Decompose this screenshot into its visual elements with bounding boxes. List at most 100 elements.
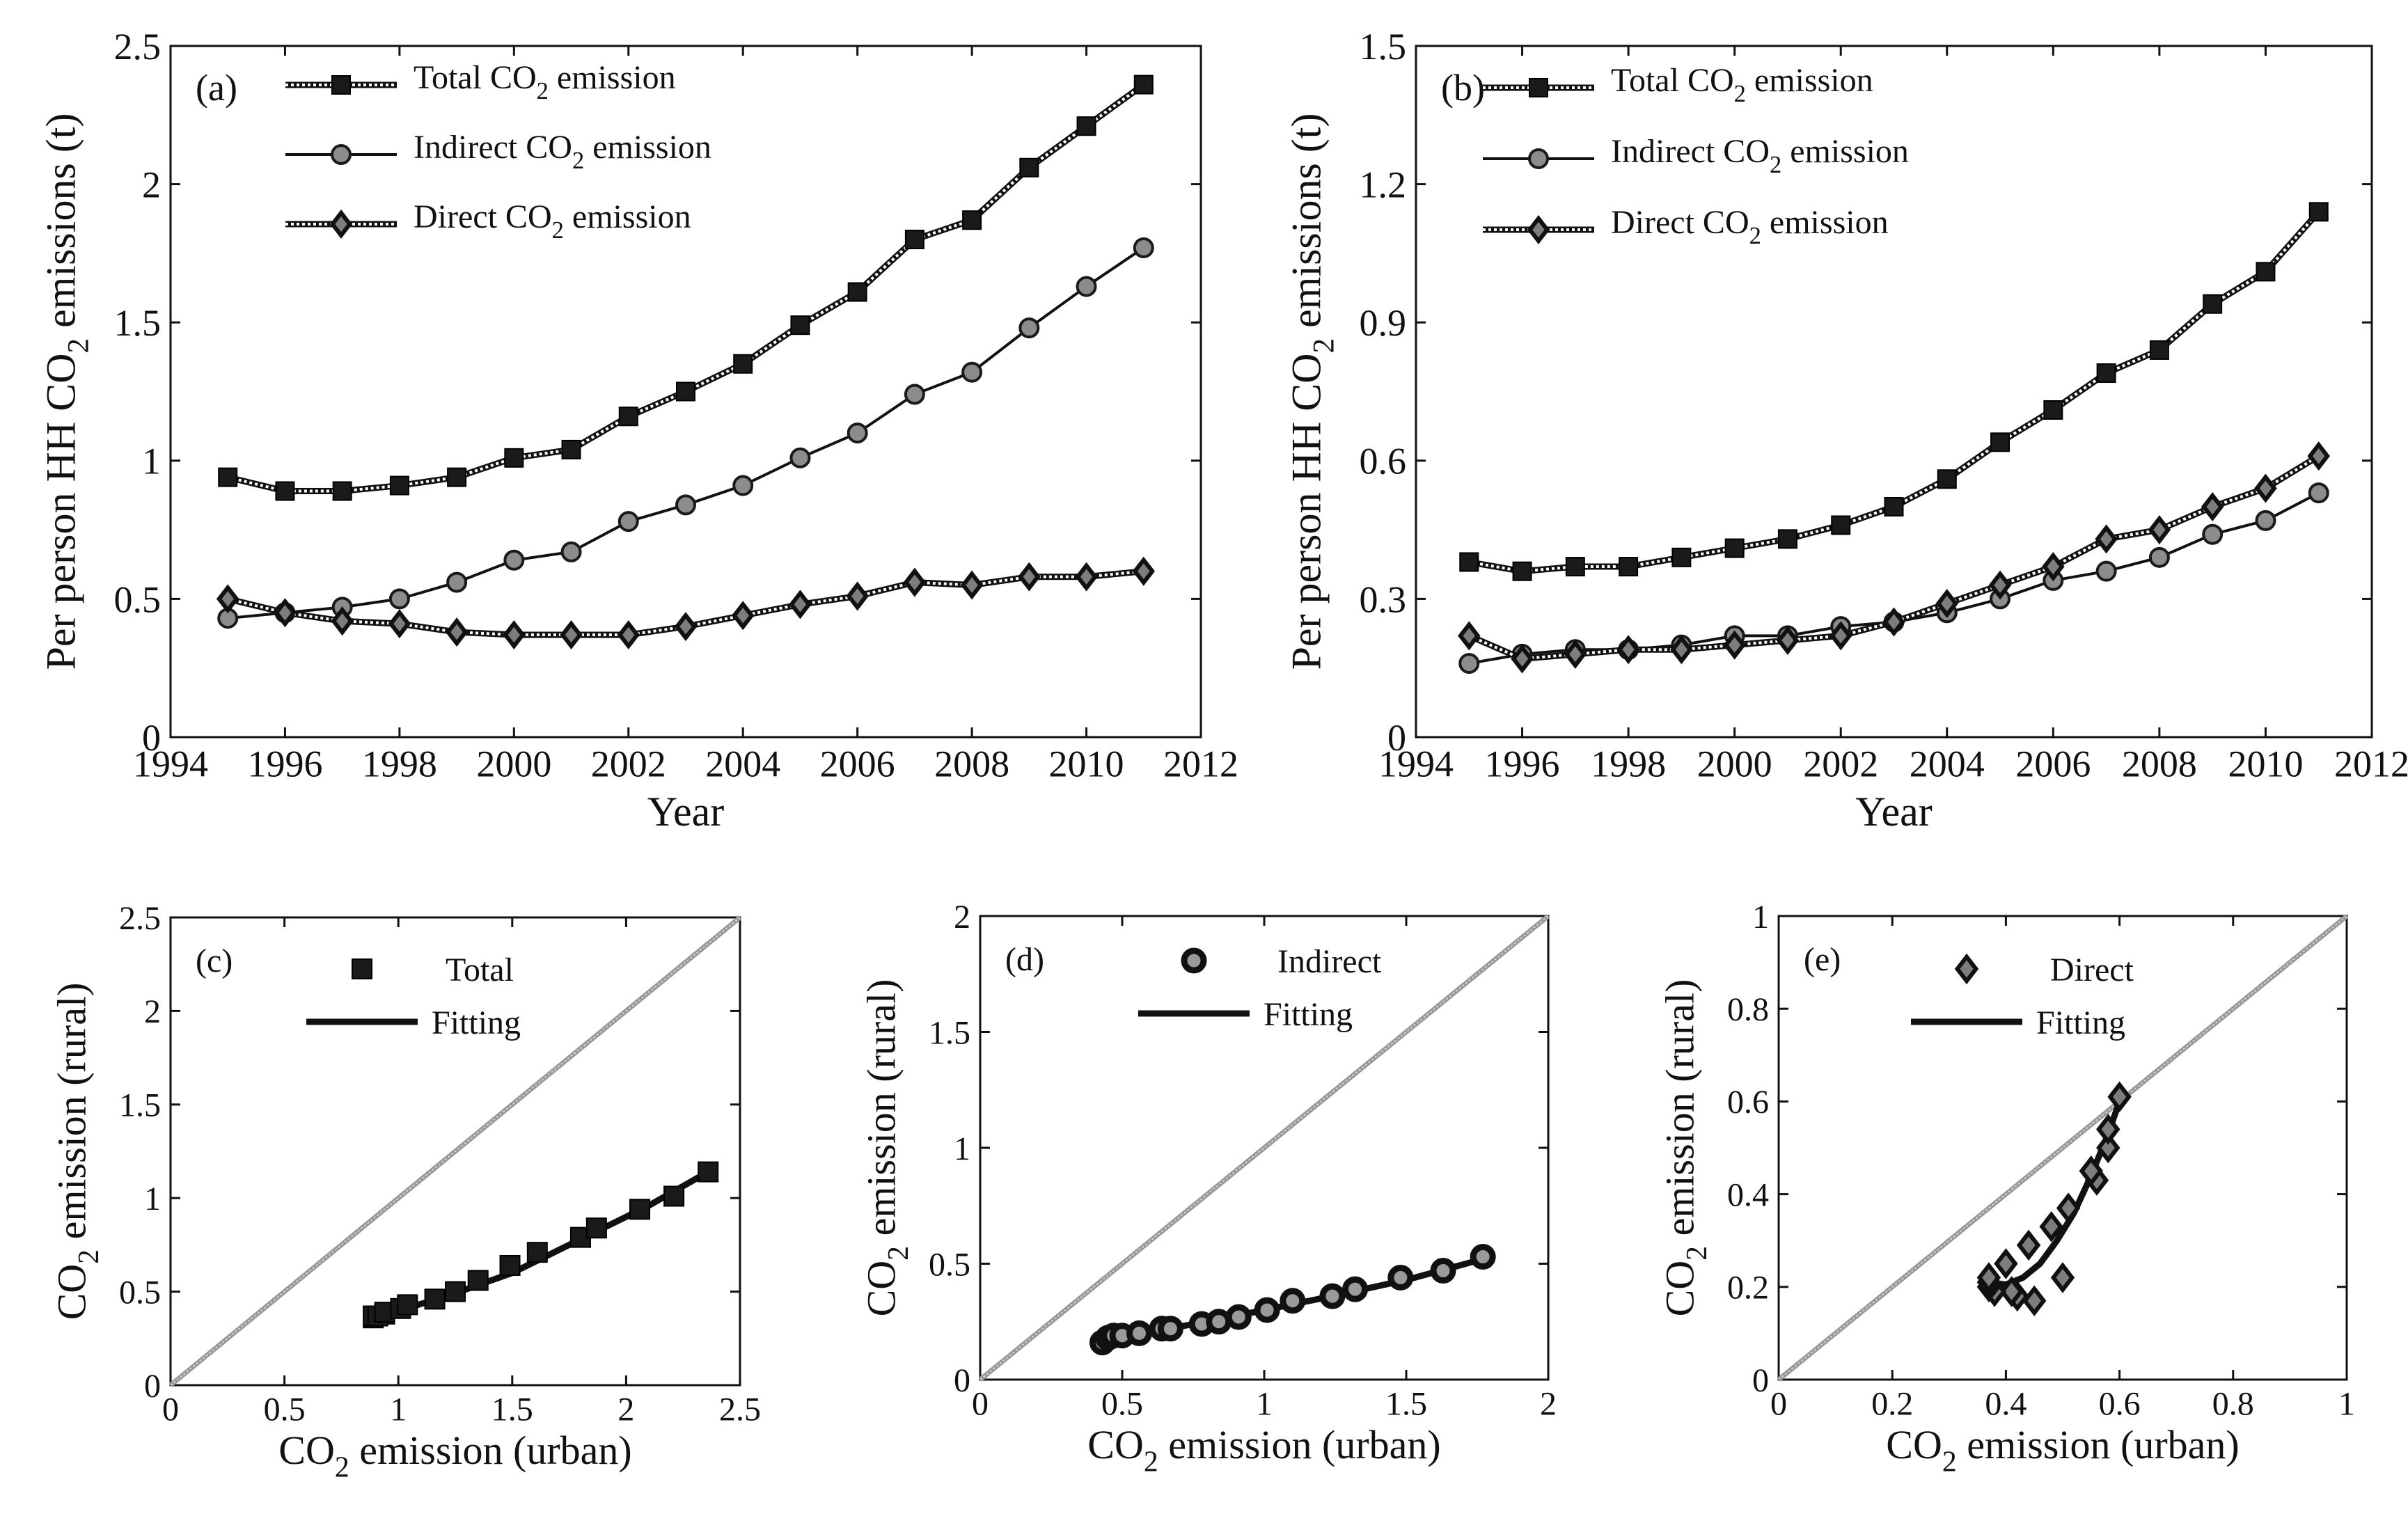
data-point-c <box>499 1254 521 1276</box>
data-point-a-1 <box>904 384 925 405</box>
data-point-b-2 <box>1988 570 2012 600</box>
y-tick-label-b: 1.2 <box>1360 164 1407 206</box>
x-tick-label-e: 0.8 <box>2212 1385 2254 1422</box>
data-point-b-0 <box>2256 262 2276 282</box>
data-point-a-0 <box>332 481 352 501</box>
data-point-a-0 <box>1133 74 1154 95</box>
axes-frame-c <box>169 916 741 1387</box>
data-point-b-0 <box>2096 363 2116 384</box>
x-tick-label-c: 2 <box>617 1391 634 1428</box>
data-point-b-2 <box>1511 644 1534 674</box>
x-axis-label-a: Year <box>647 789 725 835</box>
y-tick-label-b: 1.5 <box>1360 26 1407 68</box>
data-point-a-2 <box>216 584 239 614</box>
diagonal-line-inner-e <box>1778 915 2347 1380</box>
x-tick-label-a: 1994 <box>133 743 208 785</box>
data-point-b-2 <box>2095 524 2118 554</box>
data-point-c <box>526 1242 548 1263</box>
legend-entry-e-points: Direct <box>1954 952 2134 988</box>
y-tick-label-e: 0.2 <box>1727 1270 1769 1307</box>
y-tick-label-e: 0.6 <box>1727 1084 1769 1121</box>
data-point-b-0 <box>1459 552 1479 572</box>
data-point-a-0 <box>1076 116 1096 136</box>
legend-entry-a-1: Indirect CO2 emission <box>285 129 711 174</box>
legend-marker-a-2 <box>329 209 353 239</box>
legend-label-e-points: Direct <box>2050 952 2134 988</box>
panel-label-b: (b) <box>1441 67 1485 109</box>
data-point-b-0 <box>1937 469 1957 489</box>
panel-e: 0 0.2 0.4 0.6 0.8 1 0 0.2 0.4 0.6 0.8 1 CO2 emission… <box>1658 899 2355 1478</box>
data-point-b-2 <box>1882 607 1905 637</box>
data-point-b-1 <box>1458 653 1480 674</box>
data-point-d <box>1254 1297 1280 1323</box>
x-tick-label-e: 0.4 <box>1985 1385 2027 1422</box>
y-tick-label-b: 0.3 <box>1360 578 1407 620</box>
data-point-c <box>663 1185 685 1207</box>
y-tick-label-e: 1 <box>1752 899 1769 936</box>
x-tick-label-d: 1.5 <box>1385 1385 1427 1422</box>
data-point-d <box>1126 1320 1152 1346</box>
data-point-a-2 <box>331 606 354 636</box>
x-tick-label-d: 0.5 <box>1101 1385 1143 1422</box>
x-tick-label-a: 2002 <box>591 743 666 785</box>
data-point-a-2 <box>1132 556 1156 586</box>
data-point-d <box>1387 1264 1414 1291</box>
diagonal-line-inner-c <box>170 917 741 1386</box>
y-tick-label-a: 1 <box>142 441 161 482</box>
points-e <box>1976 1081 2132 1317</box>
data-point-a-1 <box>1133 237 1154 258</box>
data-point-b-0 <box>1777 529 1797 549</box>
data-point-c <box>445 1281 466 1302</box>
x-tick-label-b: 1994 <box>1378 743 1454 785</box>
data-point-b-2 <box>2148 515 2171 545</box>
data-point-e <box>1994 1248 2018 1279</box>
legend-entry-c-fit: Fitting <box>306 1004 521 1041</box>
y-tick-label-c: 0.5 <box>119 1274 161 1311</box>
x-tick-label-c: 2.5 <box>719 1391 761 1428</box>
legend-marker-b-0 <box>1529 78 1548 97</box>
data-point-a-0 <box>618 407 638 427</box>
data-point-b-0 <box>2203 294 2223 314</box>
y-axis-label-b: Per person HH CO2 emissions (t) <box>1283 113 1340 670</box>
legend-entry-b-1: Indirect CO2 emission <box>1483 133 1909 178</box>
x-axis-label-c: CO2 emission (urban) <box>278 1428 631 1484</box>
data-point-a-0 <box>389 475 409 496</box>
data-point-c <box>397 1294 418 1316</box>
data-point-a-1 <box>388 588 410 610</box>
legend-label-a-0: Total CO2 emission <box>414 59 676 104</box>
data-point-a-0 <box>275 481 295 501</box>
x-tick-label-d: 1 <box>1256 1385 1273 1422</box>
data-point-d <box>1225 1304 1252 1330</box>
y-tick-label-b: 0 <box>1387 717 1406 759</box>
data-point-e <box>2050 1262 2075 1293</box>
data-point-b-1 <box>2308 482 2329 504</box>
legend-entry-a-2: Direct CO2 emission <box>285 198 691 244</box>
data-point-e <box>2107 1081 2132 1113</box>
legend-label-d-points: Indirect <box>1277 943 1382 980</box>
data-point-a-2 <box>1075 562 1098 592</box>
data-point-b-0 <box>1990 432 2010 452</box>
x-tick-label-b: 2012 <box>2334 743 2408 785</box>
x-tick-label-b: 1998 <box>1591 743 1666 785</box>
data-point-e <box>2096 1114 2120 1145</box>
data-point-b-2 <box>1616 635 1640 665</box>
diagonal-line-inner-d <box>979 915 1549 1380</box>
y-tick-label-c: 1 <box>144 1181 161 1217</box>
x-tick-label-a: 2010 <box>1049 743 1124 785</box>
data-point-a-2 <box>274 598 297 628</box>
x-axis-label-e: CO2 emission (urban) <box>1886 1422 2239 1478</box>
data-point-a-2 <box>503 620 526 650</box>
y-tick-label-a: 1.5 <box>114 302 162 344</box>
data-point-a-1 <box>1018 317 1040 339</box>
data-point-e <box>1999 1276 2024 1307</box>
data-point-b-0 <box>1884 497 1904 516</box>
data-point-a-2 <box>674 612 698 642</box>
x-tick-label-a: 2000 <box>476 743 551 785</box>
data-point-b-2 <box>1458 621 1481 651</box>
data-point-b-2 <box>1935 588 1959 619</box>
legend-entry-e-fit: Fitting <box>1911 1004 2125 1041</box>
data-point-a-0 <box>447 467 467 487</box>
x-tick-label-b: 1996 <box>1485 743 1560 785</box>
x-tick-label-c: 1.5 <box>491 1391 533 1428</box>
data-point-a-0 <box>733 354 753 374</box>
